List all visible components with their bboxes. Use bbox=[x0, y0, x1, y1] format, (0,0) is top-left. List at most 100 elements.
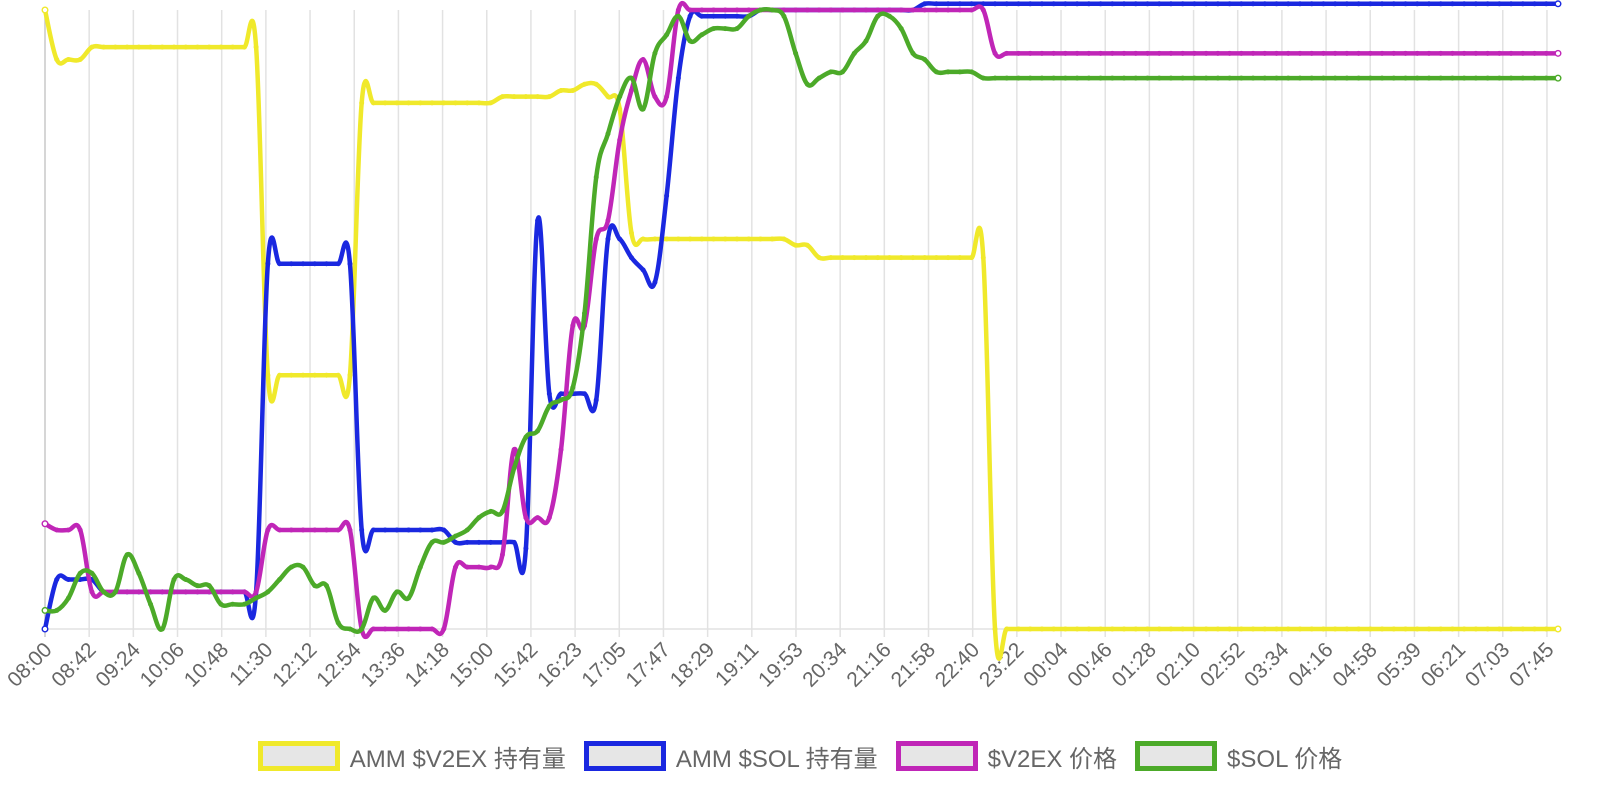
data-point[interactable] bbox=[675, 13, 681, 19]
data-point[interactable] bbox=[488, 100, 494, 106]
data-point[interactable] bbox=[1121, 626, 1127, 632]
data-point[interactable] bbox=[1426, 75, 1432, 81]
data-point[interactable] bbox=[558, 397, 564, 403]
data-point[interactable] bbox=[1473, 626, 1479, 632]
data-point[interactable] bbox=[1554, 49, 1562, 57]
data-point[interactable] bbox=[124, 589, 130, 595]
data-point[interactable] bbox=[957, 7, 963, 13]
data-point[interactable] bbox=[1543, 1, 1549, 7]
data-point[interactable] bbox=[1438, 626, 1444, 632]
data-point[interactable] bbox=[183, 576, 189, 582]
data-point[interactable] bbox=[593, 81, 599, 87]
data-point[interactable] bbox=[1554, 625, 1562, 633]
data-point[interactable] bbox=[194, 44, 200, 50]
data-point[interactable] bbox=[54, 576, 60, 582]
data-point[interactable] bbox=[1461, 1, 1467, 7]
data-point[interactable] bbox=[41, 625, 49, 633]
data-point[interactable] bbox=[1227, 75, 1233, 81]
data-point[interactable] bbox=[687, 38, 693, 44]
data-point[interactable] bbox=[1039, 626, 1045, 632]
data-point[interactable] bbox=[1414, 1, 1420, 7]
data-point[interactable] bbox=[1027, 626, 1033, 632]
data-point[interactable] bbox=[1191, 626, 1197, 632]
data-point[interactable] bbox=[546, 515, 552, 521]
data-point[interactable] bbox=[499, 552, 505, 558]
data-point[interactable] bbox=[148, 44, 154, 50]
data-point[interactable] bbox=[206, 583, 212, 589]
data-point[interactable] bbox=[1367, 50, 1373, 56]
data-point[interactable] bbox=[1473, 1, 1479, 7]
data-point[interactable] bbox=[148, 601, 154, 607]
data-point[interactable] bbox=[1121, 1, 1127, 7]
data-point[interactable] bbox=[582, 81, 588, 87]
data-point[interactable] bbox=[453, 564, 459, 570]
data-point[interactable] bbox=[1309, 50, 1315, 56]
data-point[interactable] bbox=[722, 13, 728, 19]
data-point[interactable] bbox=[628, 75, 634, 81]
data-point[interactable] bbox=[1086, 1, 1092, 7]
data-point[interactable] bbox=[945, 7, 951, 13]
data-point[interactable] bbox=[1520, 75, 1526, 81]
data-point[interactable] bbox=[1532, 50, 1538, 56]
data-point[interactable] bbox=[1496, 75, 1502, 81]
data-point[interactable] bbox=[65, 595, 71, 601]
data-point[interactable] bbox=[523, 515, 529, 521]
data-point[interactable] bbox=[1144, 626, 1150, 632]
data-point[interactable] bbox=[1191, 50, 1197, 56]
data-point[interactable] bbox=[382, 607, 388, 613]
data-point[interactable] bbox=[288, 564, 294, 570]
data-point[interactable] bbox=[640, 236, 646, 242]
data-point[interactable] bbox=[464, 539, 470, 545]
data-point[interactable] bbox=[933, 1, 939, 7]
data-point[interactable] bbox=[922, 255, 928, 261]
data-point[interactable] bbox=[183, 44, 189, 50]
data-point[interactable] bbox=[898, 255, 904, 261]
data-point[interactable] bbox=[793, 242, 799, 248]
data-point[interactable] bbox=[781, 7, 787, 13]
data-point[interactable] bbox=[1004, 75, 1010, 81]
data-point[interactable] bbox=[1015, 75, 1021, 81]
data-point[interactable] bbox=[1485, 75, 1491, 81]
data-point[interactable] bbox=[230, 589, 236, 595]
data-point[interactable] bbox=[605, 236, 611, 242]
data-point[interactable] bbox=[1403, 626, 1409, 632]
data-point[interactable] bbox=[241, 601, 247, 607]
data-point[interactable] bbox=[617, 94, 623, 100]
data-point[interactable] bbox=[1285, 50, 1291, 56]
data-point[interactable] bbox=[1532, 1, 1538, 7]
data-point[interactable] bbox=[1109, 75, 1115, 81]
data-point[interactable] bbox=[1285, 626, 1291, 632]
data-point[interactable] bbox=[628, 255, 634, 261]
data-point[interactable] bbox=[1508, 1, 1514, 7]
data-point[interactable] bbox=[488, 508, 494, 514]
data-point[interactable] bbox=[1027, 75, 1033, 81]
data-point[interactable] bbox=[54, 527, 60, 533]
data-point[interactable] bbox=[1039, 1, 1045, 7]
data-point[interactable] bbox=[840, 255, 846, 261]
data-point[interactable] bbox=[382, 100, 388, 106]
data-point[interactable] bbox=[1297, 1, 1303, 7]
data-point[interactable] bbox=[312, 527, 318, 533]
data-point[interactable] bbox=[675, 236, 681, 242]
data-point[interactable] bbox=[1168, 75, 1174, 81]
data-point[interactable] bbox=[664, 32, 670, 38]
data-point[interactable] bbox=[1449, 50, 1455, 56]
data-point[interactable] bbox=[1554, 74, 1562, 82]
data-point[interactable] bbox=[370, 100, 376, 106]
data-point[interactable] bbox=[863, 255, 869, 261]
data-point[interactable] bbox=[406, 100, 412, 106]
data-point[interactable] bbox=[1215, 75, 1221, 81]
data-point[interactable] bbox=[863, 7, 869, 13]
data-point[interactable] bbox=[640, 106, 646, 112]
data-point[interactable] bbox=[570, 323, 576, 329]
data-point[interactable] bbox=[640, 267, 646, 273]
data-point[interactable] bbox=[1532, 626, 1538, 632]
data-point[interactable] bbox=[511, 446, 517, 452]
data-point[interactable] bbox=[1274, 1, 1280, 7]
data-point[interactable] bbox=[1086, 626, 1092, 632]
data-point[interactable] bbox=[1062, 75, 1068, 81]
data-point[interactable] bbox=[1379, 1, 1385, 7]
data-point[interactable] bbox=[112, 589, 118, 595]
data-point[interactable] bbox=[429, 626, 435, 632]
data-point[interactable] bbox=[617, 236, 623, 242]
